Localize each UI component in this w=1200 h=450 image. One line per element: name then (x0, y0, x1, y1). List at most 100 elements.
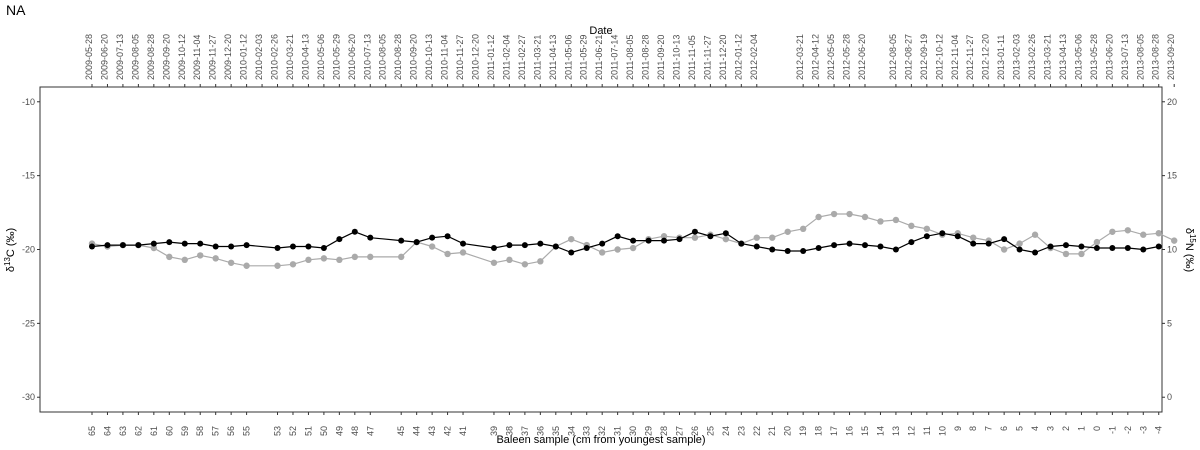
x-tick-label: 5 (1015, 426, 1025, 431)
x-tick-label: 45 (396, 426, 406, 436)
date-tick-label: 2010-12-20 (471, 34, 481, 80)
date-tick-label: 2012-11-04 (950, 35, 960, 80)
x-tick-label: 25 (705, 426, 715, 436)
data-point-d15n (336, 256, 343, 264)
date-tick-label: 2010-01-12 (239, 34, 249, 80)
y-axis-left-title-sup: 13 (3, 257, 12, 266)
data-point-d13c (1093, 245, 1100, 252)
data-point-d13c (645, 237, 652, 244)
date-tick-label: 2011-11-27 (702, 35, 712, 80)
data-point-d13c (1155, 243, 1162, 250)
x-tick-label: 26 (690, 426, 700, 436)
x-tick-label: 24 (721, 426, 731, 436)
data-point-d13c (537, 240, 544, 247)
data-point-d15n (537, 258, 544, 265)
data-point-d15n (1078, 250, 1085, 258)
y-axis-right-title-delta: δ (1183, 228, 1195, 234)
series-line-d13c (91, 231, 1159, 254)
x-tick-label: 0 (1092, 426, 1102, 431)
x-tick-label: 63 (118, 426, 128, 436)
date-tick-label: 2010-07-13 (362, 34, 372, 80)
data-point-d13c (923, 233, 930, 240)
x-tick-label: 31 (613, 426, 623, 436)
date-tick-label: 2012-11-27 (965, 35, 975, 80)
date-tick-label: 2009-12-20 (223, 34, 233, 80)
date-tick-label: 2011-06-21 (594, 35, 604, 80)
date-tick-label: 2009-09-20 (161, 34, 171, 80)
date-tick-label: 2011-10-13 (671, 35, 681, 80)
data-point-d13c (1047, 243, 1054, 250)
data-point-d13c (367, 234, 374, 241)
date-tick-label: 2013-04-13 (1058, 34, 1068, 80)
y-left-tick-label: -20 (22, 245, 35, 255)
date-tick-label: 2013-08-05 (1135, 34, 1145, 80)
y-right-tick-label: 20 (1167, 97, 1177, 107)
date-tick-label: 2011-11-05 (687, 35, 697, 80)
x-tick-label: 12 (906, 426, 916, 436)
data-point-d13c (212, 243, 219, 250)
x-tick-label: 57 (211, 426, 221, 436)
date-tick-label: 2012-10-12 (934, 34, 944, 80)
x-tick-label: 34 (566, 426, 576, 436)
date-tick-label: 2012-12-20 (981, 34, 991, 80)
data-point-d13c (490, 245, 497, 252)
x-tick-label: 27 (674, 426, 684, 436)
x-tick-label: 33 (582, 426, 592, 436)
data-point-d13c (691, 228, 698, 235)
data-point-d13c (985, 240, 992, 247)
date-tick-label: 2011-02-27 (517, 35, 527, 80)
x-tick-label: 64 (102, 426, 112, 436)
date-tick-label: 2009-08-28 (146, 34, 156, 80)
date-tick-label: 2009-08-05 (130, 34, 140, 80)
y-left-tick-label: -25 (22, 318, 35, 328)
data-point-d15n (506, 256, 513, 264)
data-point-d13c (119, 242, 126, 249)
date-tick-label: 2010-09-20 (409, 34, 419, 80)
date-tick-label: 2011-08-05 (625, 35, 635, 80)
date-tick-label: 2011-05-29 (579, 35, 589, 80)
data-point-d13c (753, 243, 760, 250)
data-point-d15n (753, 234, 760, 241)
data-point-d15n (444, 250, 451, 258)
x-tick-label: 17 (829, 426, 839, 436)
data-point-d15n (1031, 231, 1039, 238)
date-tick-label: 2009-11-04 (192, 35, 202, 80)
date-tick-label: 2013-02-03 (1012, 34, 1022, 80)
data-point-d15n (1016, 240, 1023, 247)
x-tick-label: 56 (226, 426, 236, 436)
data-point-d15n (166, 253, 173, 261)
data-point-d13c (707, 233, 714, 240)
date-tick-label: 2012-04-12 (811, 34, 821, 80)
date-tick-label: 2013-07-13 (1120, 34, 1130, 80)
data-point-d15n (815, 213, 822, 221)
date-tick-label: 2010-06-20 (347, 34, 357, 80)
data-point-d15n (830, 210, 838, 218)
data-point-d13c (1032, 249, 1039, 256)
data-point-d13c (166, 239, 173, 246)
date-tick-label: 2013-08-28 (1151, 34, 1161, 80)
date-tick-label: 2013-01-11 (996, 35, 1006, 80)
x-tick-label: 52 (288, 426, 298, 436)
date-tick-label: 2010-02-26 (270, 34, 280, 80)
x-tick-label: 51 (303, 426, 313, 436)
x-tick-label: 41 (458, 426, 468, 436)
date-tick-label: 2013-02-26 (1027, 34, 1037, 80)
y-axis-left-title-rest: C (‰) (5, 228, 17, 257)
date-tick-label: 2009-11-27 (208, 35, 218, 80)
date-tick-label: 2011-05-06 (563, 35, 573, 80)
data-point-d13c (877, 243, 884, 250)
data-point-d15n (521, 261, 529, 268)
date-tick-label: 2012-08-05 (888, 34, 898, 80)
panel-tag: NA (6, 2, 26, 18)
x-tick-label: 62 (133, 426, 143, 436)
data-point-d13c (676, 236, 683, 243)
x-tick-label: 28 (659, 426, 669, 436)
x-tick-label: 7 (984, 426, 994, 431)
data-point-d15n (150, 244, 158, 252)
x-tick-label: 59 (180, 426, 190, 436)
data-point-d13c (336, 236, 343, 243)
data-point-d15n (181, 256, 188, 264)
data-point-d13c (831, 242, 838, 249)
x-tick-label: 29 (644, 426, 654, 436)
x-tick-label: -2 (1123, 426, 1133, 434)
